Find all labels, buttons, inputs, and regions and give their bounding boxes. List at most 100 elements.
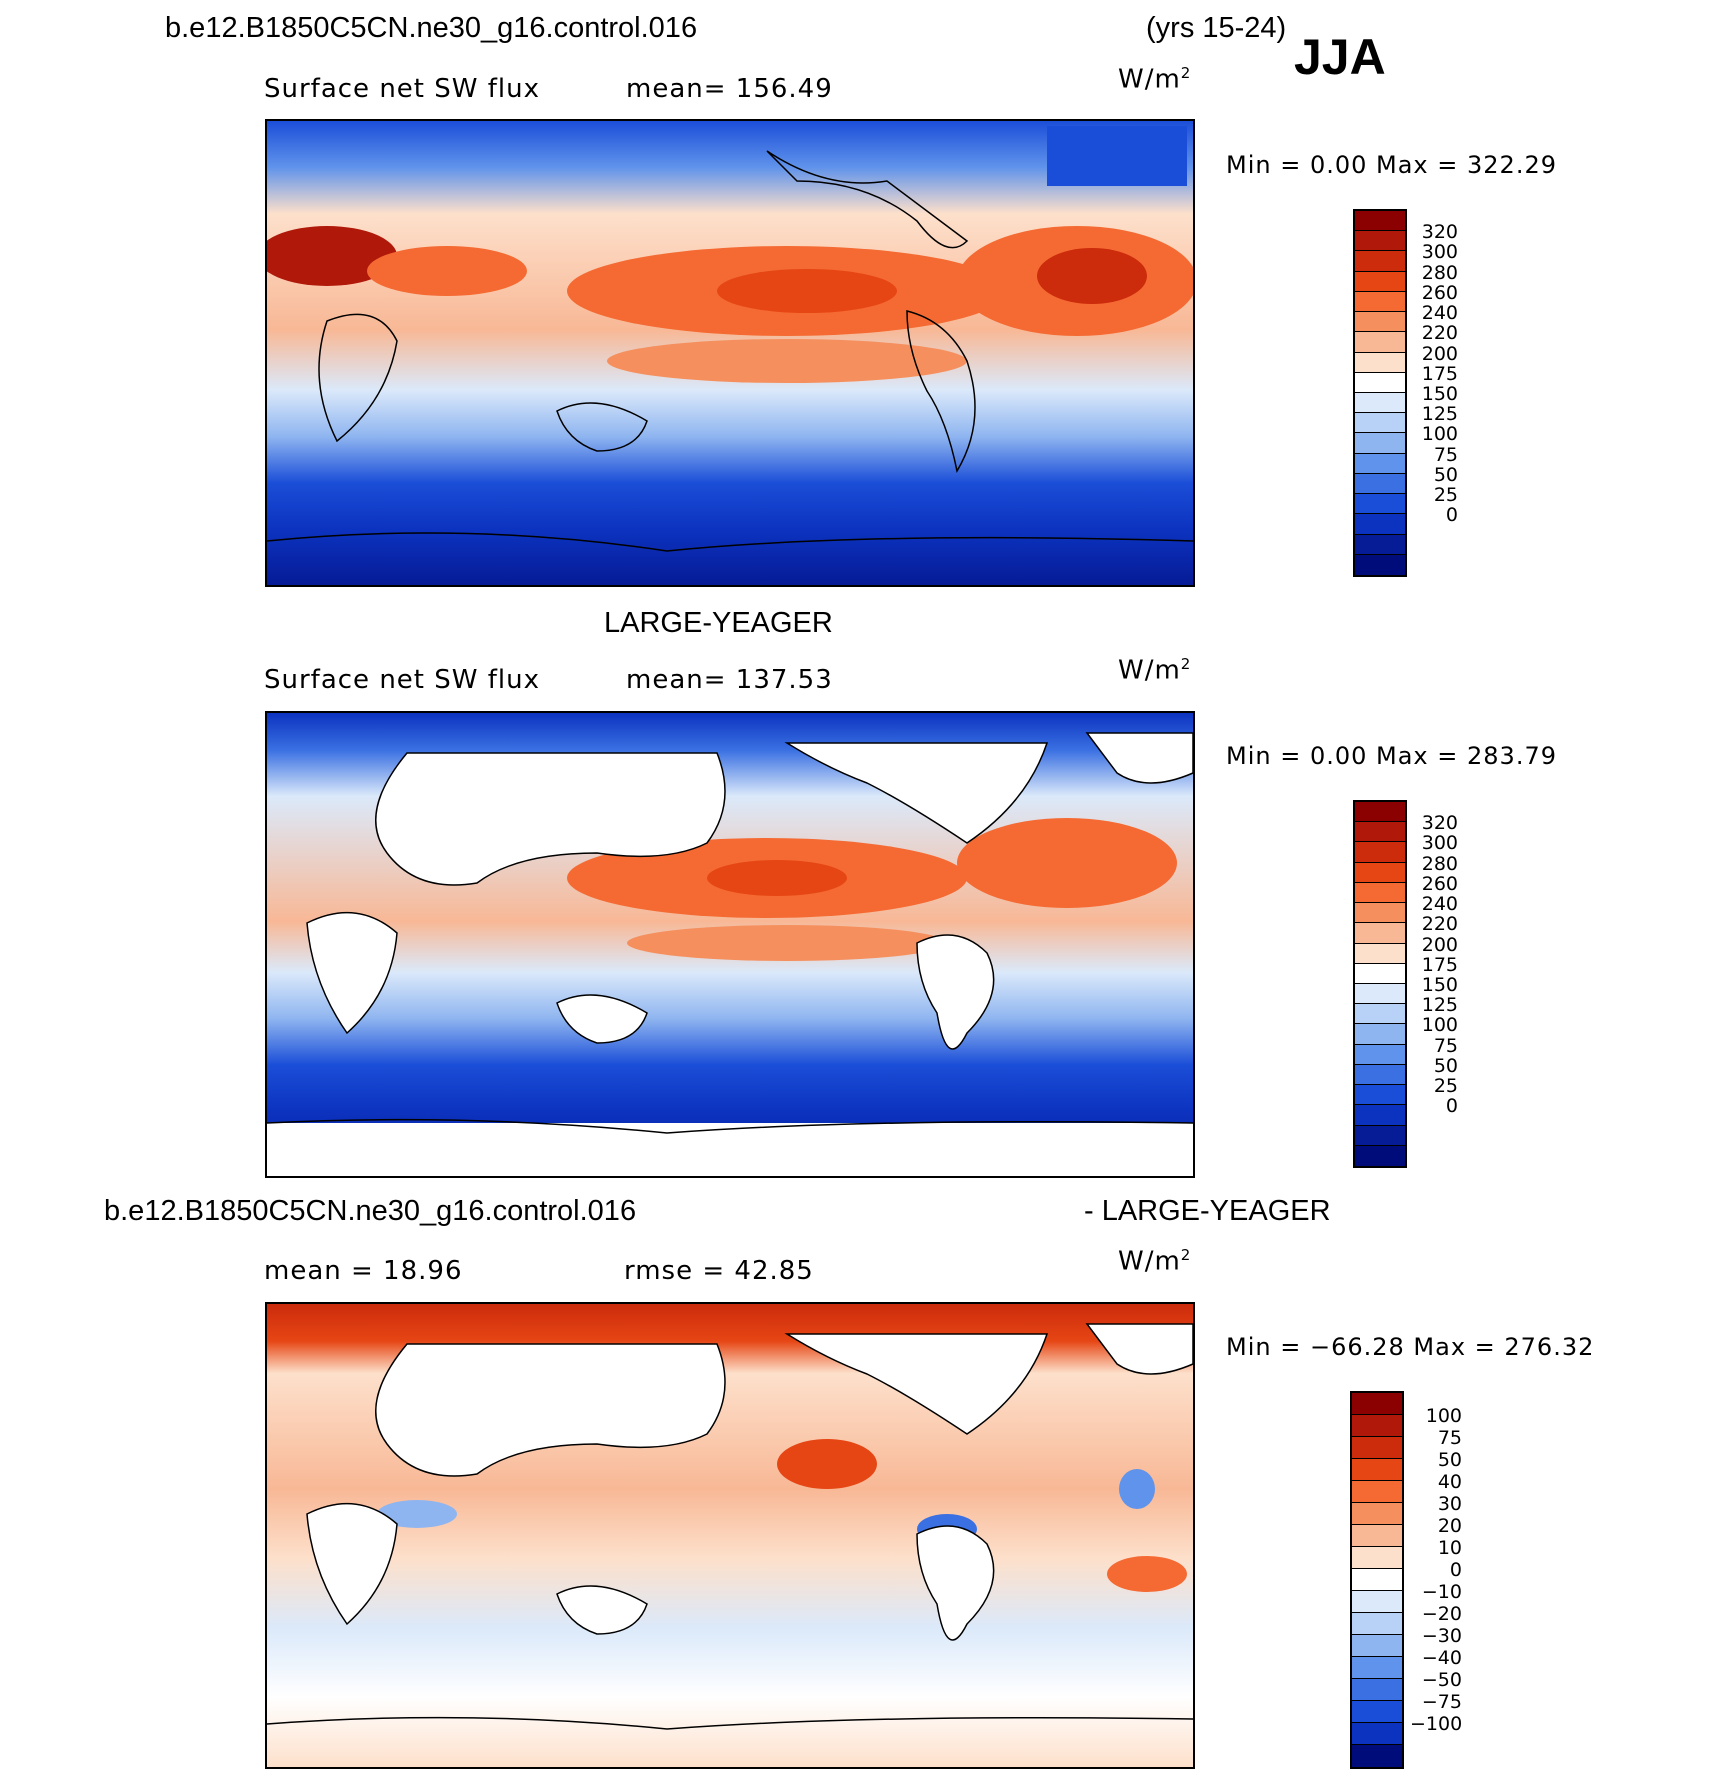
- colorbar-swatch: [1355, 312, 1405, 333]
- panel3-rmse: rmse = 42.85: [624, 1256, 814, 1286]
- colorbar-swatch: [1352, 1459, 1402, 1481]
- colorbar-swatch: [1352, 1437, 1402, 1459]
- panel1-minmax: Min = 0.00 Max = 322.29: [1226, 151, 1557, 179]
- colorbar-tick-label: −10: [1421, 1581, 1462, 1603]
- colorbar-swatch: [1355, 453, 1405, 474]
- panel3-units: W/m2: [1118, 1246, 1192, 1277]
- colorbar-tick-label: 25: [1433, 484, 1458, 507]
- colorbar-tick-label: 125: [1421, 403, 1458, 426]
- colorbar-swatch: [1352, 1481, 1402, 1503]
- colorbar-swatch: [1352, 1503, 1402, 1525]
- panel1-mean: mean= 156.49: [626, 74, 833, 104]
- case-name-title: b.e12.B1850C5CN.ne30_g16.control.016: [165, 12, 698, 44]
- colorbar-tick-label: 300: [1421, 832, 1458, 855]
- colorbar-swatch: [1355, 433, 1405, 454]
- colorbar-swatch: [1355, 862, 1405, 883]
- colorbar-tick-label: 200: [1421, 342, 1458, 365]
- colorbar-tick-label: 220: [1421, 322, 1458, 345]
- season-label: JJA: [1294, 29, 1386, 85]
- colorbar-swatch: [1352, 1635, 1402, 1657]
- colorbar-tick-label: 75: [1437, 1427, 1462, 1449]
- colorbar-swatch: [1355, 1125, 1405, 1146]
- colorbar-swatch: [1355, 983, 1405, 1005]
- colorbar-tick-label: 150: [1421, 974, 1458, 996]
- colorbar-tick-label: 280: [1421, 852, 1458, 875]
- colorbar-tick-label: 150: [1421, 383, 1458, 405]
- colorbar-tick-label: 175: [1421, 362, 1458, 385]
- colorbar-swatch: [1355, 943, 1405, 964]
- colorbar-tick-label: 100: [1421, 423, 1458, 446]
- colorbar-tick-label: −30: [1421, 1625, 1462, 1647]
- panel2-minmax: Min = 0.00 Max = 283.79: [1226, 742, 1557, 770]
- colorbar-swatch: [1355, 842, 1405, 863]
- panel2-map: [265, 711, 1195, 1178]
- colorbar-tick-label: 320: [1421, 812, 1458, 835]
- colorbar-swatch: [1352, 1525, 1402, 1547]
- panel1-units: W/m2: [1118, 64, 1192, 95]
- colorbar-tick-label: 30: [1437, 1493, 1462, 1515]
- colorbar-swatch: [1352, 1569, 1402, 1591]
- colorbar-tick-label: 0: [1445, 1095, 1458, 1118]
- colorbar-swatch: [1355, 473, 1405, 495]
- colorbar-swatch: [1352, 1415, 1402, 1437]
- colorbar-swatch: [1352, 1393, 1402, 1415]
- colorbar-tick-label: 100: [1421, 1014, 1458, 1037]
- colorbar-swatch: [1352, 1745, 1402, 1767]
- colorbar-swatch: [1355, 534, 1405, 555]
- colorbar-tick-label: 240: [1421, 302, 1458, 325]
- colorbar-swatch: [1355, 211, 1405, 232]
- panel2-title: LARGE-YEAGER: [604, 607, 833, 639]
- years-label: (yrs 15-24): [1146, 12, 1287, 44]
- colorbar-tick-label: 50: [1433, 1054, 1458, 1077]
- colorbar-swatch: [1355, 923, 1405, 944]
- colorbar-tick-label: 0: [1445, 504, 1458, 527]
- colorbar-swatch: [1355, 413, 1405, 434]
- colorbar-tick-label: 300: [1421, 241, 1458, 264]
- colorbar-swatch: [1352, 1547, 1402, 1569]
- colorbar-swatch: [1355, 1085, 1405, 1106]
- colorbar-swatch: [1355, 392, 1405, 414]
- colorbar-swatch: [1355, 251, 1405, 272]
- colorbar-swatch: [1352, 1679, 1402, 1701]
- colorbar-tick-label: −50: [1421, 1669, 1462, 1691]
- panel1-map: [265, 119, 1195, 587]
- colorbar-swatch: [1355, 1024, 1405, 1045]
- colorbar-tick-label: 25: [1433, 1075, 1458, 1098]
- colorbar-tick-label: 40: [1437, 1471, 1462, 1493]
- colorbar-swatch: [1355, 1004, 1405, 1025]
- colorbar-swatch: [1355, 1145, 1405, 1166]
- panel1-field-name: Surface net SW flux: [264, 74, 540, 104]
- panel1-colorbar: [1353, 209, 1407, 577]
- colorbar-swatch: [1355, 903, 1405, 924]
- colorbar-tick-label: 100: [1425, 1405, 1462, 1427]
- colorbar-tick-label: −75: [1421, 1691, 1462, 1713]
- colorbar-swatch: [1355, 1064, 1405, 1086]
- colorbar-tick-label: 320: [1421, 221, 1458, 244]
- panel3-colorbar: [1350, 1391, 1404, 1769]
- colorbar-tick-label: 200: [1421, 933, 1458, 956]
- colorbar-swatch: [1355, 372, 1405, 393]
- colorbar-swatch: [1355, 802, 1405, 823]
- colorbar-tick-label: 50: [1437, 1449, 1462, 1471]
- panel3-title-right: - LARGE-YEAGER: [1084, 1195, 1331, 1227]
- colorbar-swatch: [1355, 1105, 1405, 1126]
- panel2-colorbar: [1353, 800, 1407, 1168]
- colorbar-tick-label: 260: [1421, 281, 1458, 304]
- colorbar-tick-label: −40: [1421, 1647, 1462, 1669]
- colorbar-tick-label: 175: [1421, 953, 1458, 976]
- colorbar-tick-label: 50: [1433, 463, 1458, 486]
- panel2-units: W/m2: [1118, 655, 1192, 686]
- panel2-mean: mean= 137.53: [626, 665, 833, 695]
- colorbar-swatch: [1355, 352, 1405, 373]
- colorbar-tick-label: −100: [1410, 1713, 1463, 1735]
- colorbar-tick-label: 220: [1421, 913, 1458, 936]
- panel3-minmax: Min = −66.28 Max = 276.32: [1226, 1333, 1595, 1361]
- colorbar-swatch: [1355, 822, 1405, 843]
- colorbar-tick-label: 10: [1437, 1537, 1462, 1559]
- colorbar-swatch: [1355, 514, 1405, 535]
- colorbar-swatch: [1355, 494, 1405, 515]
- colorbar-tick-label: 75: [1433, 443, 1458, 466]
- panel2-field-name: Surface net SW flux: [264, 665, 540, 695]
- colorbar-tick-label: 20: [1437, 1515, 1462, 1537]
- panel3-mean: mean = 18.96: [264, 1256, 463, 1286]
